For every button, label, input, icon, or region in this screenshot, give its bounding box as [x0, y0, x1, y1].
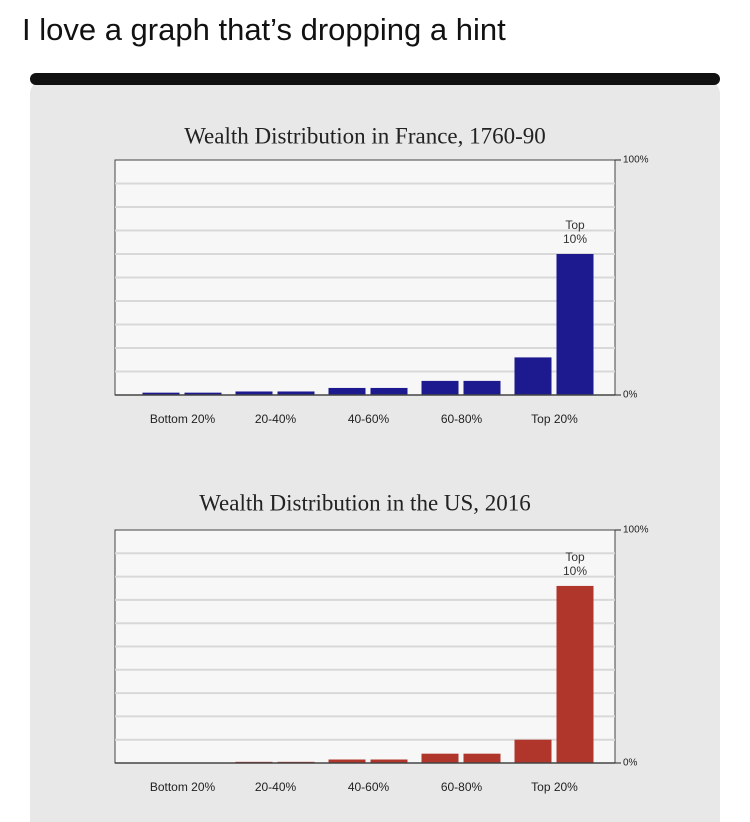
x-tick-label: Bottom 20%	[150, 412, 216, 426]
bar	[514, 357, 552, 395]
chart-title: Wealth Distribution in France, 1760-90	[184, 123, 546, 148]
bar	[514, 739, 552, 763]
x-tick-label: 60-80%	[441, 412, 483, 426]
y-tick-label: 0%	[623, 758, 638, 769]
bar	[142, 392, 180, 395]
bar	[370, 759, 408, 763]
x-tick-label: 60-80%	[441, 780, 483, 794]
x-tick-label: Top 20%	[531, 780, 578, 794]
x-tick-label: 40-60%	[348, 412, 390, 426]
x-tick-label: 20-40%	[255, 412, 297, 426]
bar	[421, 753, 459, 763]
bar	[421, 380, 459, 395]
bar-annotation: 10%	[563, 564, 587, 578]
bar-annotation: 10%	[563, 232, 587, 246]
bar	[235, 391, 273, 395]
y-tick-label: 100%	[623, 155, 649, 166]
bar	[328, 387, 366, 395]
bar	[463, 753, 501, 763]
x-tick-label: 40-60%	[348, 780, 390, 794]
bar-annotation: Top	[565, 550, 585, 564]
bar	[556, 254, 594, 395]
post-caption: I love a graph that’s dropping a hint	[22, 12, 506, 47]
bar	[328, 759, 366, 763]
bar	[184, 392, 222, 395]
bar	[370, 387, 408, 395]
chart-title: Wealth Distribution in the US, 2016	[199, 490, 531, 515]
y-tick-label: 0%	[623, 390, 638, 401]
x-tick-label: Top 20%	[531, 412, 578, 426]
y-tick-label: 100%	[623, 525, 649, 536]
bar-annotation: Top	[565, 218, 585, 232]
x-tick-label: 20-40%	[255, 780, 297, 794]
bar	[556, 585, 594, 763]
bar	[463, 380, 501, 395]
card-top-bar	[30, 73, 720, 85]
bar	[277, 391, 315, 395]
x-tick-label: Bottom 20%	[150, 780, 216, 794]
